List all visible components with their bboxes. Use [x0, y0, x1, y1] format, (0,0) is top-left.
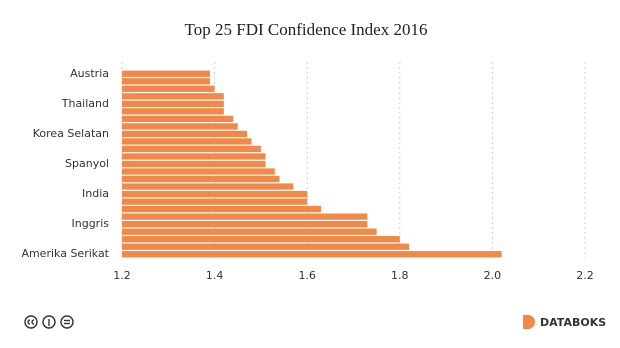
bar — [122, 115, 234, 123]
y-tick-label: Inggris — [72, 217, 110, 230]
brand-name: DATABOKS — [540, 316, 606, 329]
bar — [122, 145, 261, 153]
bar — [122, 130, 248, 138]
bar — [122, 70, 210, 77]
bar — [122, 205, 322, 213]
bar — [122, 183, 294, 190]
x-tick-label: 1.8 — [391, 269, 409, 282]
bar — [122, 153, 266, 160]
bar — [122, 190, 308, 198]
brand-logo — [523, 315, 535, 329]
bar — [122, 123, 238, 130]
bar — [122, 198, 308, 205]
license-icons — [24, 315, 74, 329]
chart-title: Top 25 FDI Confidence Index 2016 — [185, 20, 428, 39]
bar — [122, 160, 266, 168]
bar — [122, 93, 224, 100]
bar — [122, 100, 224, 107]
y-tick-label: Korea Selatan — [33, 127, 109, 140]
x-tick-label: 1.2 — [113, 269, 131, 282]
bar — [122, 138, 252, 145]
bar — [122, 213, 368, 220]
bar — [122, 236, 400, 243]
y-tick-label: Austria — [70, 67, 109, 80]
y-tick-label: Amerika Serikat — [21, 247, 109, 260]
bar — [122, 228, 377, 235]
bar — [122, 85, 215, 92]
x-tick-label: 1.6 — [298, 269, 316, 282]
y-tick-label: Spanyol — [65, 157, 109, 170]
bar — [122, 108, 224, 115]
y-tick-label: Thailand — [61, 97, 109, 110]
bar — [122, 78, 210, 85]
x-tick-label: 2.0 — [484, 269, 502, 282]
bar — [122, 168, 275, 175]
x-tick-label: 1.4 — [206, 269, 224, 282]
bar — [122, 221, 368, 228]
bar — [122, 175, 280, 183]
x-tick-label: 2.2 — [576, 269, 594, 282]
bar — [122, 251, 502, 258]
bar — [122, 243, 410, 250]
y-tick-label: India — [82, 187, 109, 200]
